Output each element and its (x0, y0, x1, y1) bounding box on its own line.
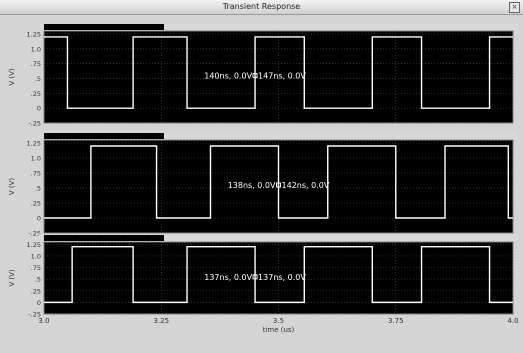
y-axis-label: V (V) (8, 68, 16, 86)
panel-header-tab (44, 133, 164, 139)
y-tick-label: 1.0 (31, 252, 41, 260)
y-tick-label: .75 (31, 264, 41, 272)
x-tick-label: 3.5 (273, 317, 284, 325)
y-tick-label: 0 (37, 299, 41, 307)
panel-header-strip (39, 24, 518, 30)
y-tick-label: 1.25 (27, 140, 41, 148)
window-titlebar: Transient Response × (0, 0, 523, 15)
annotation-marker (252, 274, 258, 280)
panel-header-tab (44, 235, 164, 241)
annotation-marker (276, 182, 281, 188)
y-tick-label: 0 (37, 215, 41, 223)
y-tick-label: .25 (31, 287, 41, 295)
y-tick-label: .5 (35, 276, 41, 284)
y-axis-label: V (V) (8, 178, 16, 196)
y-tick-label: .75 (31, 60, 41, 68)
y-tick-label: .75 (31, 170, 41, 178)
panel-header-strip (39, 234, 518, 241)
window-title: Transient Response (222, 2, 301, 11)
y-tick-label: 0 (37, 105, 41, 113)
y-tick-label: 1.25 (27, 241, 41, 249)
delay-annotation: 147ns, 0.0V (258, 72, 306, 81)
y-tick-label: .25 (31, 90, 41, 98)
x-tick-label: 4.0 (507, 317, 518, 325)
close-button[interactable]: × (509, 2, 520, 13)
y-tick-label: 1.0 (31, 45, 41, 53)
delay-annotation: 138ns, 0.0V (228, 181, 276, 190)
transient-response-plot: 1.25 1.0 .75 .5 .25 0 -.25 V (V) 140ns, 0.0V 147n… (8, 24, 519, 334)
y-tick-label: -.25 (28, 120, 41, 128)
delay-annotation: 137ns, 0.0V (204, 273, 252, 282)
delay-annotation: 137ns, 0.0V (258, 273, 306, 282)
y-tick-label: -.25 (28, 230, 41, 238)
delay-annotation: 140ns, 0.0V (204, 72, 252, 81)
delay-annotation: 142ns, 0.0V (282, 181, 330, 190)
x-axis-label: time (us) (263, 326, 295, 334)
signal-trace (44, 245, 513, 304)
y-tick-label: -.25 (28, 311, 41, 319)
y-tick-label: .5 (35, 185, 41, 193)
signal-trace (44, 145, 513, 219)
y-tick-label: 1.0 (31, 155, 41, 163)
signal-trace (44, 36, 513, 109)
y-tick-label: 1.25 (27, 30, 41, 38)
panel-header-tab (44, 24, 164, 30)
panel-header-strip (39, 132, 518, 139)
y-axis-label: V (V) (8, 269, 16, 287)
x-tick-label: 3.75 (388, 317, 404, 325)
x-tick-label: 3.0 (38, 317, 49, 325)
y-tick-label: .25 (31, 200, 41, 208)
annotation-marker (252, 73, 258, 78)
y-tick-label: .5 (35, 75, 41, 83)
x-tick-label: 3.25 (153, 317, 169, 325)
